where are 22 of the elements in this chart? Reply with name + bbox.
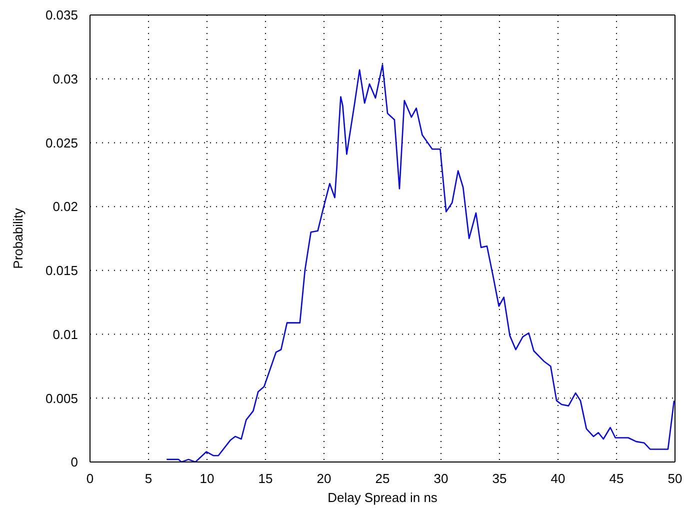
- line-series: [166, 64, 675, 462]
- x-tick-label: 45: [609, 471, 624, 486]
- y-tick-label: 0.03: [52, 71, 78, 86]
- x-tick-label: 15: [258, 471, 273, 486]
- y-tick-label: 0: [70, 454, 78, 470]
- x-tick-label: 30: [434, 471, 448, 486]
- x-tick-label: 40: [550, 471, 566, 486]
- y-tick-label: 0.005: [45, 390, 78, 406]
- x-tick-label: 5: [144, 471, 152, 486]
- x-axis-title: Delay Spread in ns: [328, 490, 438, 505]
- y-tick-label: 0.025: [45, 135, 78, 150]
- x-tick-label: 10: [200, 471, 214, 486]
- y-axis-title: Probability: [10, 208, 26, 269]
- y-tick-label: 0.015: [45, 263, 78, 278]
- y-tick-label: 0.035: [45, 8, 78, 23]
- y-tick-label: 0.01: [52, 326, 78, 342]
- x-tick-label: 35: [492, 471, 507, 486]
- y-tick-label: 0.02: [52, 199, 78, 214]
- x-tick-label: 50: [668, 471, 682, 486]
- x-tick-label: 20: [316, 471, 332, 486]
- x-tick-label: 25: [375, 471, 390, 486]
- x-tick-label: 0: [86, 471, 94, 486]
